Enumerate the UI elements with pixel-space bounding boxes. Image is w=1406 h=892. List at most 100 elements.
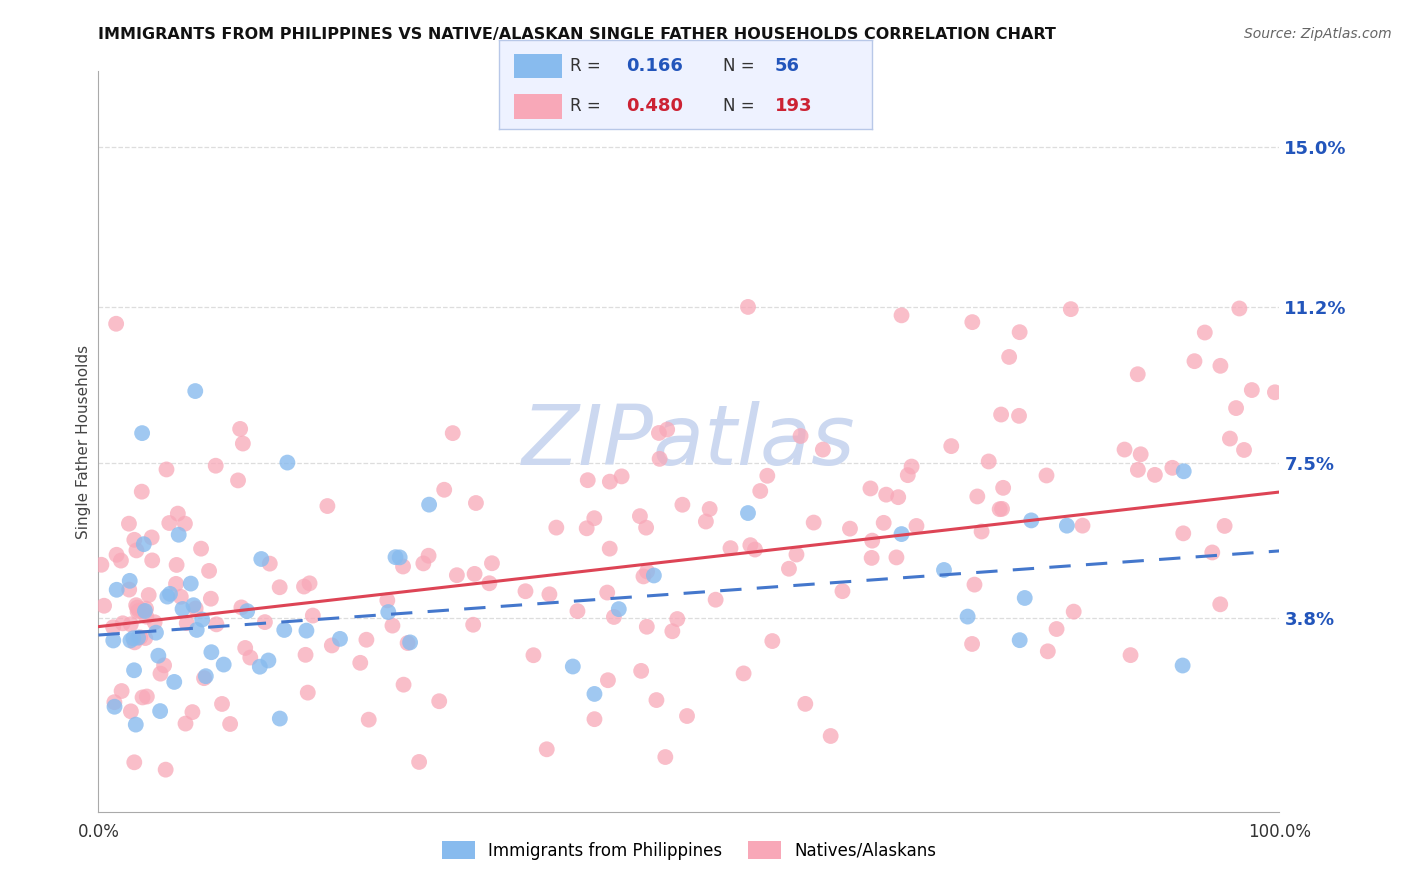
Point bbox=[131, 690, 153, 705]
Point bbox=[1219, 432, 1241, 446]
Point bbox=[1264, 385, 1286, 400]
Point bbox=[103, 699, 125, 714]
Point bbox=[194, 669, 217, 683]
Point bbox=[174, 716, 197, 731]
Point bbox=[860, 550, 883, 565]
Point bbox=[129, 631, 152, 645]
Point bbox=[1227, 301, 1250, 316]
Point bbox=[125, 598, 148, 612]
Point bbox=[464, 496, 486, 510]
Point bbox=[122, 632, 145, 646]
Point bbox=[676, 709, 699, 723]
Point bbox=[183, 598, 205, 612]
Point bbox=[249, 659, 271, 673]
Point bbox=[174, 516, 197, 531]
Point bbox=[607, 602, 630, 616]
Point bbox=[250, 552, 273, 566]
Point bbox=[138, 588, 160, 602]
Text: 0.480: 0.480 bbox=[626, 97, 683, 115]
Point bbox=[890, 309, 912, 323]
Point bbox=[191, 612, 214, 626]
Point bbox=[329, 632, 352, 646]
Point bbox=[103, 695, 125, 709]
Point bbox=[636, 620, 658, 634]
Point bbox=[127, 605, 149, 619]
Point bbox=[211, 697, 233, 711]
Point bbox=[166, 507, 188, 521]
Point bbox=[180, 576, 202, 591]
Point bbox=[418, 549, 440, 563]
Point bbox=[1225, 401, 1247, 415]
Point bbox=[236, 604, 259, 618]
Point bbox=[292, 580, 315, 594]
Y-axis label: Single Father Households: Single Father Households bbox=[76, 344, 91, 539]
Point bbox=[633, 569, 655, 583]
Point bbox=[295, 624, 318, 638]
Point bbox=[740, 538, 762, 552]
Point bbox=[349, 656, 371, 670]
Point bbox=[141, 530, 163, 544]
Point bbox=[159, 587, 181, 601]
Point bbox=[433, 483, 456, 497]
Point bbox=[120, 704, 142, 718]
Point bbox=[596, 673, 619, 688]
Bar bbox=[515, 94, 562, 119]
Point bbox=[1184, 354, 1206, 368]
Point bbox=[536, 742, 558, 756]
Point bbox=[1063, 605, 1085, 619]
Point bbox=[273, 623, 295, 637]
Point bbox=[124, 635, 146, 649]
Point bbox=[1126, 368, 1149, 382]
Point bbox=[1008, 633, 1031, 648]
Point bbox=[636, 521, 658, 535]
Point bbox=[135, 601, 157, 615]
Point bbox=[648, 425, 671, 440]
Point bbox=[1036, 644, 1059, 658]
Point bbox=[441, 426, 464, 441]
Point bbox=[118, 516, 141, 531]
Point bbox=[956, 609, 979, 624]
Point bbox=[1071, 518, 1094, 533]
Point bbox=[941, 439, 963, 453]
Point bbox=[110, 684, 132, 698]
Legend: Immigrants from Philippines, Natives/Alaskans: Immigrants from Philippines, Natives/Ala… bbox=[434, 835, 943, 866]
Point bbox=[661, 624, 683, 639]
Text: N =: N = bbox=[723, 97, 754, 115]
Point bbox=[399, 635, 422, 649]
Text: R =: R = bbox=[569, 97, 600, 115]
Point bbox=[890, 527, 912, 541]
Point bbox=[1233, 442, 1256, 457]
Point bbox=[671, 498, 693, 512]
Point bbox=[886, 550, 908, 565]
Point bbox=[145, 625, 167, 640]
Point bbox=[118, 582, 141, 597]
Point bbox=[962, 315, 984, 329]
Point bbox=[599, 541, 621, 556]
Point bbox=[384, 550, 406, 565]
Point bbox=[1161, 460, 1184, 475]
Point bbox=[583, 511, 606, 525]
Point bbox=[184, 384, 207, 398]
Point bbox=[135, 609, 157, 624]
Point bbox=[966, 490, 988, 504]
Point bbox=[298, 576, 321, 591]
Point bbox=[905, 519, 928, 533]
Point bbox=[156, 590, 179, 604]
Text: 56: 56 bbox=[775, 57, 800, 75]
Point bbox=[1056, 518, 1078, 533]
Point bbox=[960, 637, 983, 651]
Point bbox=[276, 456, 298, 470]
Point bbox=[1114, 442, 1136, 457]
Point bbox=[860, 533, 883, 548]
Point bbox=[357, 713, 380, 727]
Text: 0.166: 0.166 bbox=[626, 57, 683, 75]
Point bbox=[583, 712, 606, 726]
Point bbox=[127, 600, 149, 615]
Point bbox=[184, 601, 207, 615]
Point bbox=[699, 502, 721, 516]
Point bbox=[873, 516, 896, 530]
Point bbox=[198, 564, 221, 578]
Point bbox=[134, 604, 156, 618]
Point bbox=[316, 499, 339, 513]
Point bbox=[1060, 302, 1083, 317]
